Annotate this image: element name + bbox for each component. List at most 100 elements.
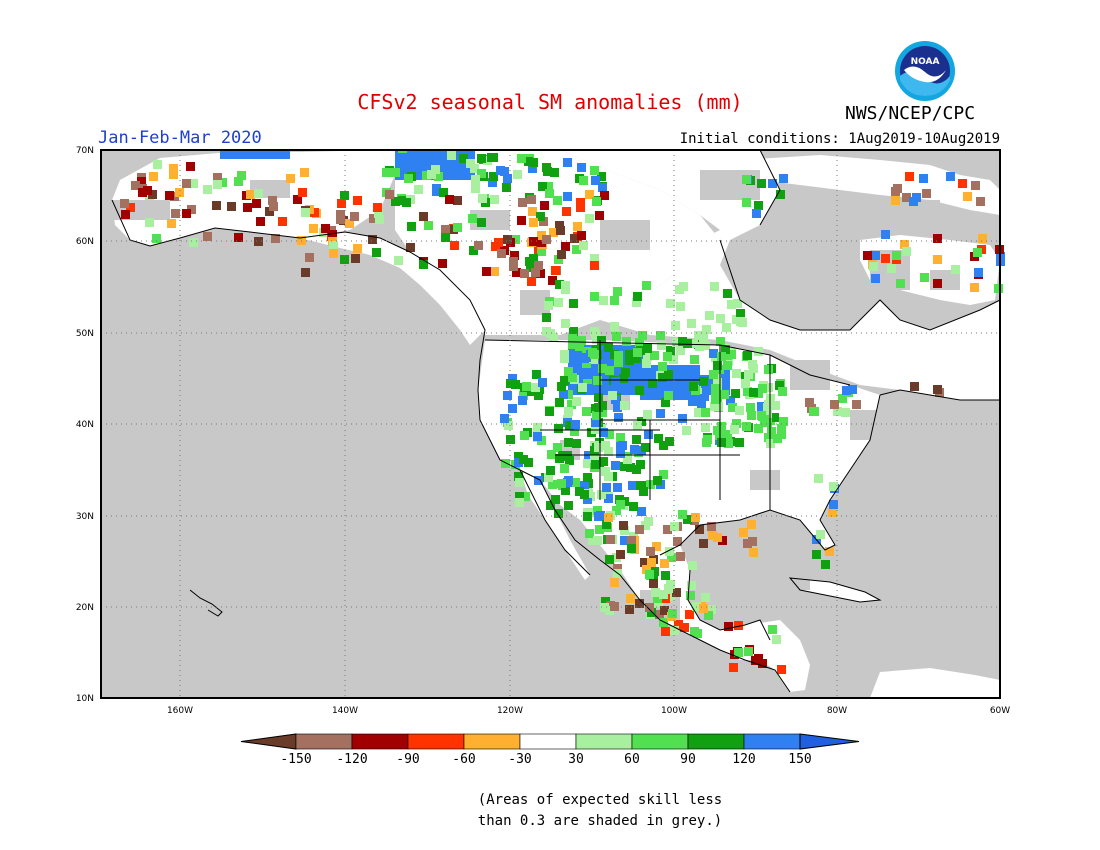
- anomaly-cell: [816, 530, 825, 539]
- anomaly-cell: [748, 537, 757, 546]
- anomaly-cell: [529, 218, 538, 227]
- anomaly-cell: [713, 533, 722, 542]
- anomaly-cell: [511, 235, 520, 244]
- low-skill-patch: [660, 640, 690, 660]
- anomaly-cell: [512, 268, 521, 277]
- anomaly-cell: [503, 174, 512, 183]
- anomaly-cell: [667, 553, 676, 562]
- anomaly-cell: [632, 435, 641, 444]
- land-mass: [520, 470, 590, 580]
- anomaly-cell: [701, 593, 710, 602]
- anomaly-cell: [169, 164, 178, 173]
- anomaly-cell: [419, 212, 428, 221]
- anomaly-cell: [534, 391, 543, 400]
- anomaly-cell: [597, 336, 606, 345]
- anomaly-cell: [369, 214, 378, 223]
- anomaly-cell: [519, 455, 528, 464]
- anomaly-cell: [659, 470, 668, 479]
- anomaly-cell: [658, 373, 667, 382]
- anomaly-cell: [518, 198, 527, 207]
- colorbar-segment: [295, 733, 353, 750]
- anomaly-cell: [506, 379, 515, 388]
- anomaly-cell: [736, 317, 745, 326]
- anomaly-cell: [340, 255, 349, 264]
- anomaly-cell: [424, 221, 433, 230]
- anomaly-cell: [933, 255, 942, 264]
- anomaly-cell: [450, 241, 459, 250]
- anomaly-cell: [905, 172, 914, 181]
- anomaly-cell: [610, 296, 619, 305]
- lat-label: 10N: [76, 694, 94, 704]
- anomaly-cell: [482, 267, 491, 276]
- anomaly-cell: [544, 473, 553, 482]
- colorbar-arrow-left: [240, 733, 297, 750]
- anomaly-cell: [466, 159, 475, 168]
- anomaly-cell: [701, 408, 710, 417]
- anomaly-cell: [660, 606, 669, 615]
- anomaly-cell: [301, 208, 310, 217]
- anomaly-cell: [611, 377, 620, 386]
- anomaly-cell: [345, 219, 354, 228]
- anomaly-cell: [592, 197, 601, 206]
- anomaly-cell: [254, 237, 263, 246]
- anomaly-cell: [658, 362, 667, 371]
- anomaly-cell: [268, 196, 277, 205]
- anomaly-cell: [583, 459, 592, 468]
- anomaly-cell: [669, 355, 678, 364]
- anomaly-cell: [643, 352, 652, 361]
- anomaly-cell: [922, 189, 931, 198]
- anomaly-cell: [642, 281, 651, 290]
- anomaly-cell: [757, 411, 766, 420]
- anomaly-cell: [699, 377, 708, 386]
- anomaly-cell: [402, 198, 411, 207]
- anomaly-cell: [543, 167, 552, 176]
- anomaly-cell: [478, 194, 487, 203]
- anomaly-cell: [278, 217, 287, 226]
- anomaly-cell: [887, 264, 896, 273]
- anomaly-cell: [632, 465, 641, 474]
- colorbar-label: -30: [508, 752, 531, 767]
- anomaly-cell: [568, 373, 577, 382]
- anomaly-cell: [601, 597, 610, 606]
- anomaly-cell: [559, 390, 568, 399]
- anomaly-cell: [829, 500, 838, 509]
- anomaly-cell: [562, 207, 571, 216]
- anomaly-cell: [699, 604, 708, 613]
- anomaly-cell: [647, 608, 656, 617]
- anomaly-cell: [642, 565, 651, 574]
- anomaly-cell: [589, 355, 598, 364]
- anomaly-cell: [470, 164, 479, 173]
- anomaly-cell: [636, 481, 645, 490]
- anomaly-cell: [605, 430, 614, 439]
- anomaly-cell: [674, 620, 683, 629]
- anomaly-cell: [554, 298, 563, 307]
- anomaly-cell: [628, 481, 637, 490]
- anomaly-cell: [514, 458, 523, 467]
- anomaly-cell: [978, 234, 987, 243]
- noaa-logo: NOAA: [895, 41, 955, 101]
- anomaly-cell: [571, 420, 580, 429]
- anomaly-cell: [529, 237, 538, 246]
- anomaly-cell: [754, 201, 763, 210]
- anomaly-cell: [881, 254, 890, 263]
- anomaly-cell: [583, 379, 592, 388]
- anomaly-cell: [660, 559, 669, 568]
- anomaly-cell: [768, 625, 777, 634]
- anomaly-cell: [722, 323, 731, 332]
- anomaly-cell: [606, 535, 615, 544]
- anomaly-cell: [665, 547, 674, 556]
- anomaly-cell: [655, 610, 664, 619]
- anomaly-cell: [537, 238, 546, 247]
- colorbar-label: -60: [452, 752, 475, 767]
- anomaly-cell: [532, 370, 541, 379]
- colorbar-label: 30: [568, 752, 584, 767]
- low-skill-patch: [600, 220, 650, 250]
- lat-label: 40N: [76, 420, 94, 430]
- anomaly-cell: [546, 466, 555, 475]
- anomaly-cell: [336, 215, 345, 224]
- coastline: [659, 394, 881, 556]
- anomaly-cell: [563, 192, 572, 201]
- colorbar-segment: [407, 733, 465, 750]
- anomaly-cell: [902, 193, 911, 202]
